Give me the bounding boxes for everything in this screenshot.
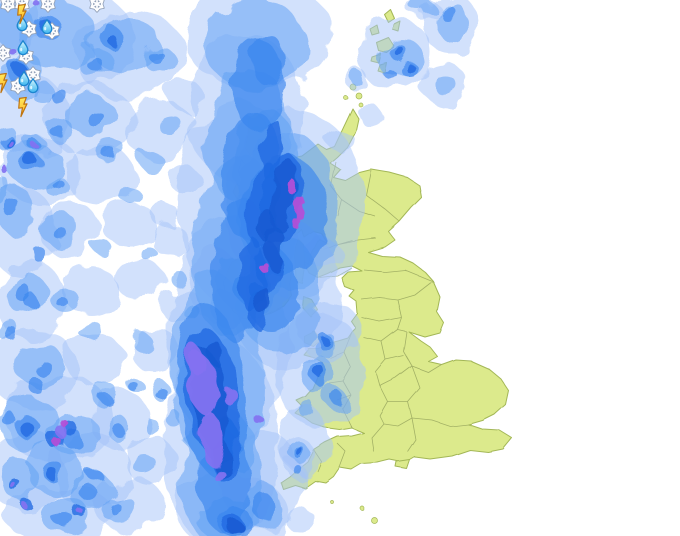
islet <box>342 94 348 100</box>
island <box>395 459 411 470</box>
islet <box>330 500 334 504</box>
rain-layer-l7 <box>52 179 305 446</box>
islet <box>359 505 365 511</box>
island <box>383 8 395 23</box>
islet <box>370 516 378 524</box>
snowflake-icon <box>0 47 10 60</box>
islet <box>357 101 363 107</box>
snowflake-icon <box>1 0 14 11</box>
snowflake-icon <box>41 0 54 11</box>
snowflake-icon <box>90 0 103 11</box>
rain-layer-l6 <box>0 0 262 513</box>
islet <box>354 91 362 99</box>
